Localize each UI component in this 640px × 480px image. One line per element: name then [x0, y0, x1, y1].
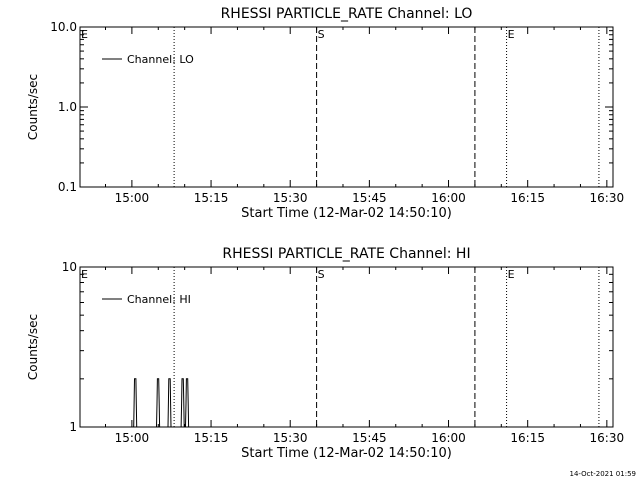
- chart-panel-lo: RHESSI PARTICLE_RATE Channel: LO 15:00 15:…: [26, 6, 624, 221]
- event-marker-label: S: [318, 268, 325, 281]
- x-tick-label: 15:00: [115, 431, 150, 445]
- x-tick-label: 16:30: [590, 191, 625, 205]
- x-tick-label: 15:00: [115, 191, 150, 205]
- event-marker-label: E: [508, 28, 515, 41]
- x-tick-label: 15:45: [352, 191, 387, 205]
- event-marker-label: E: [81, 268, 88, 281]
- x-axis-label: Start Time (12-Mar-02 14:50:10): [241, 446, 452, 461]
- x-tick-label: 16:30: [590, 431, 625, 445]
- y-tick-label: 10: [62, 260, 77, 274]
- x-tick-label: 15:15: [194, 431, 229, 445]
- chart-title: RHESSI PARTICLE_RATE Channel: LO: [221, 6, 473, 22]
- y-tick-label: 1.0: [58, 100, 77, 114]
- x-tick-label: 15:30: [273, 431, 308, 445]
- y-axis-label: Counts/sec: [26, 314, 40, 380]
- y-tick-label: 1: [69, 420, 77, 434]
- x-tick-label: 16:00: [431, 191, 466, 205]
- x-tick-label: 16:00: [431, 431, 466, 445]
- plot-frame: [79, 26, 614, 188]
- legend-label: Channel: LO: [127, 53, 194, 66]
- y-tick-label: 0.1: [58, 180, 77, 194]
- event-marker-label: S: [318, 28, 325, 41]
- data-series-line: [133, 378, 190, 428]
- x-tick-label: 16:15: [510, 431, 545, 445]
- x-tick-label: 16:15: [510, 191, 545, 205]
- chart-panel-hi: RHESSI PARTICLE_RATE Channel: HI 15:00 15:…: [26, 246, 624, 461]
- event-marker-label: E: [508, 268, 515, 281]
- y-axis-label: Counts/sec: [26, 74, 40, 140]
- event-marker-label: E: [81, 28, 88, 41]
- chart-title: RHESSI PARTICLE_RATE Channel: HI: [222, 246, 470, 262]
- generation-timestamp: 14-Oct-2021 01:59: [570, 470, 636, 478]
- x-axis-label: Start Time (12-Mar-02 14:50:10): [241, 206, 452, 221]
- x-tick-label: 15:45: [352, 431, 387, 445]
- legend-label: Channel: HI: [127, 293, 191, 306]
- plot-frame: [79, 266, 614, 428]
- x-tick-label: 15:30: [273, 191, 308, 205]
- x-tick-label: 15:15: [194, 191, 229, 205]
- y-tick-label: 10.0: [50, 20, 77, 34]
